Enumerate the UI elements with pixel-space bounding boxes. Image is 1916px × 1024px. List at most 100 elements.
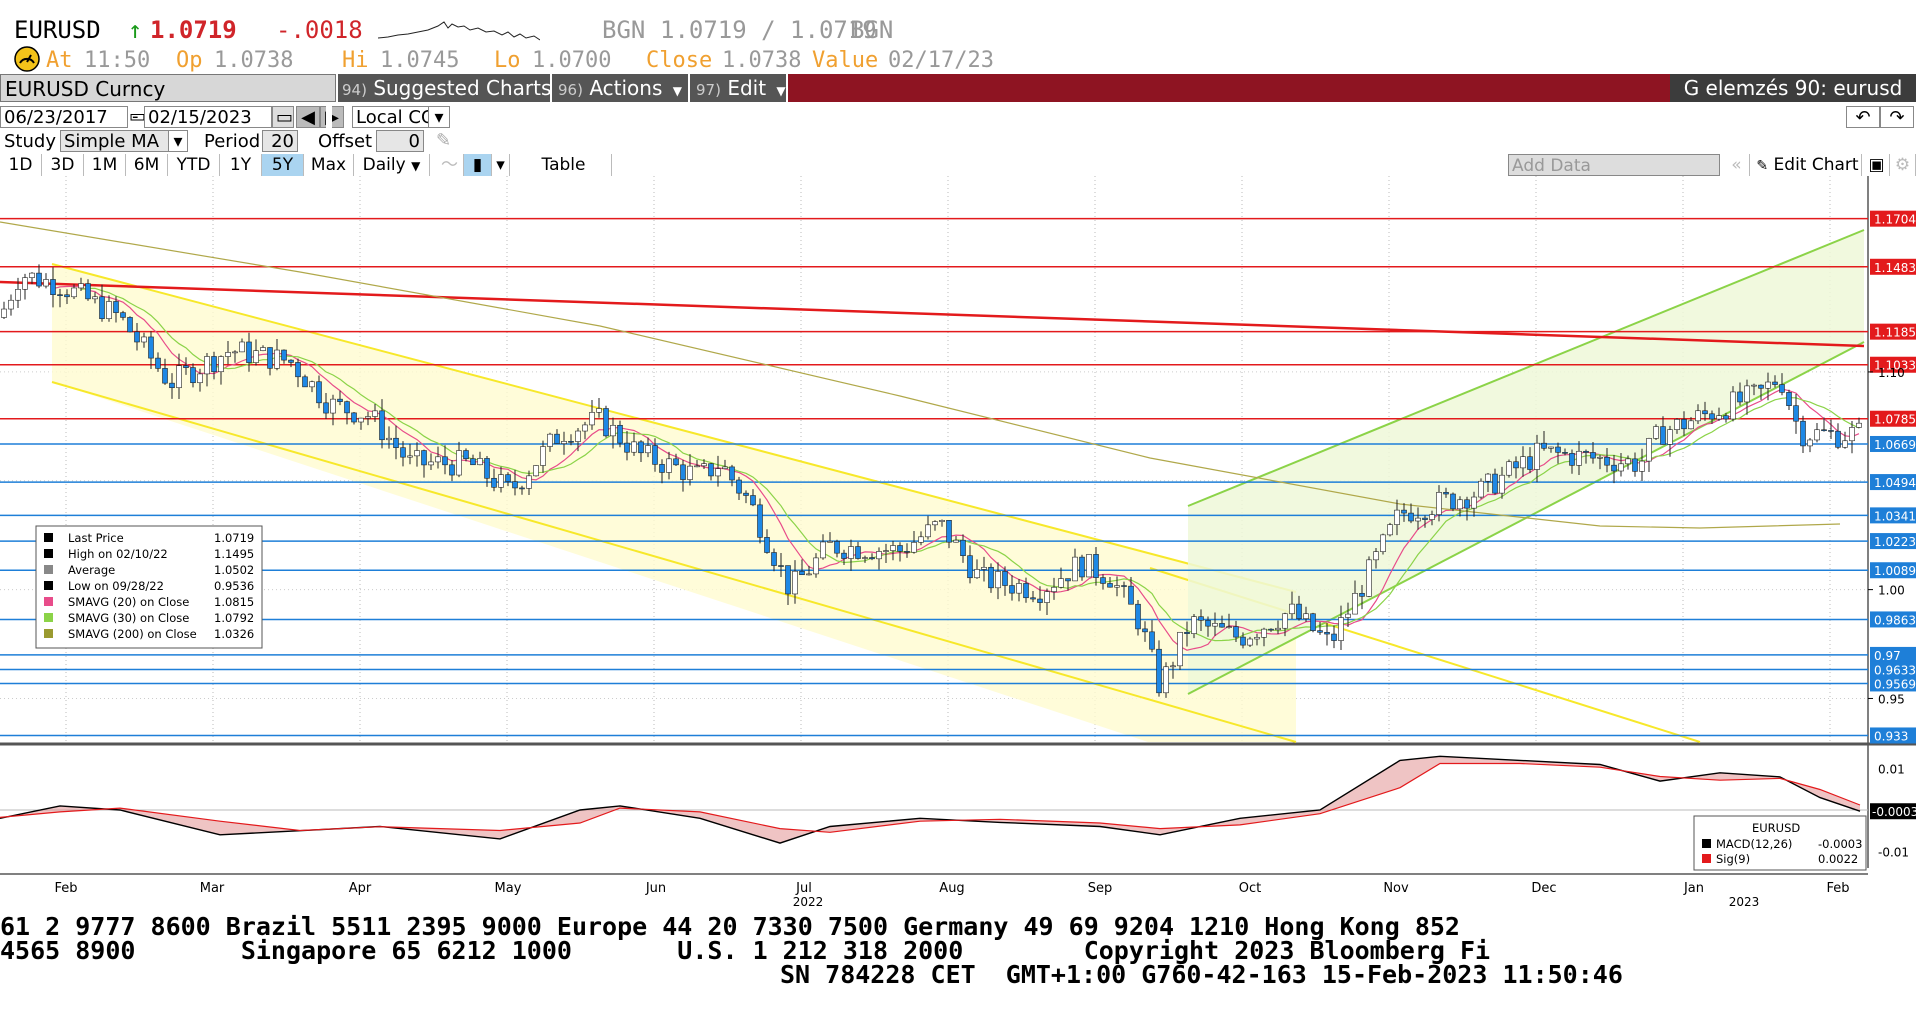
candle-body xyxy=(848,546,854,559)
level-label-box xyxy=(1870,727,1916,744)
prev-arrow-icon[interactable]: ◀ xyxy=(296,106,320,128)
level-label: 1.0089 xyxy=(1874,564,1916,578)
candle-body xyxy=(491,477,497,488)
actions-menu[interactable]: 96) Actions ▼ xyxy=(552,74,688,102)
level-label: 1.0341 xyxy=(1874,509,1916,523)
legend-value: 1.0792 xyxy=(214,611,254,625)
chevron-down-icon[interactable]: ▾ xyxy=(168,130,188,152)
table-button[interactable]: Table xyxy=(516,154,612,176)
candle-body xyxy=(1128,585,1134,605)
spacer xyxy=(326,106,332,128)
candle-body xyxy=(1114,585,1120,588)
candle-body xyxy=(1163,666,1169,694)
chart-settings-icon[interactable]: ▣ xyxy=(1864,154,1890,176)
redo-icon[interactable]: ↷ xyxy=(1880,106,1914,128)
candle-body xyxy=(1387,524,1393,536)
candle-body xyxy=(1464,499,1470,509)
candle-body xyxy=(1086,554,1092,578)
add-data-input[interactable]: Add Data xyxy=(1508,154,1720,176)
candle-chart-icon[interactable]: ▮ xyxy=(464,154,492,176)
up-channel-upper xyxy=(1187,229,1865,507)
currency-select[interactable]: Local CCY xyxy=(352,106,450,128)
end-date-input[interactable]: 02/15/2023 xyxy=(144,106,272,128)
gauge-icon[interactable] xyxy=(14,46,40,78)
candle-body xyxy=(1079,556,1085,578)
period-max[interactable]: Max xyxy=(304,154,354,176)
candle-body xyxy=(610,424,616,437)
suggested-charts-button[interactable]: 94) Suggested Charts xyxy=(338,74,551,102)
candle-body xyxy=(1373,551,1379,561)
candle-body xyxy=(1156,648,1162,694)
macd-legend-name: MACD(12,26) xyxy=(1716,837,1792,851)
line-chart-icon[interactable]: 〜 xyxy=(436,154,464,176)
candle-body xyxy=(1688,420,1694,430)
period-ytd[interactable]: YTD xyxy=(168,154,220,176)
candle-body xyxy=(561,441,567,444)
candle-body xyxy=(806,573,812,576)
candle-body xyxy=(218,356,224,373)
candle-body xyxy=(1555,446,1561,453)
value-date: 02/17/23 xyxy=(888,48,994,73)
candle-body xyxy=(1478,480,1484,498)
pencil-icon[interactable]: ✎ xyxy=(436,130,452,151)
open-value: 1.0738 xyxy=(214,48,294,73)
candle-body xyxy=(71,287,77,298)
candle-body xyxy=(673,458,679,466)
period-input[interactable]: 20 xyxy=(262,130,298,152)
candle-body xyxy=(1611,464,1617,472)
legend-name: Last Price xyxy=(68,531,124,545)
next-arrow-icon[interactable]: ▶ xyxy=(320,106,344,128)
legend-swatch xyxy=(44,581,53,590)
candle-body xyxy=(1226,626,1232,628)
chart-type-dropdown-icon[interactable]: ▾ xyxy=(492,154,510,176)
edit-chart-button[interactable]: ✎ Edit Chart xyxy=(1754,154,1862,176)
candle-body xyxy=(1562,452,1568,454)
candle-body xyxy=(659,464,665,473)
period-5y[interactable]: 5Y xyxy=(262,154,304,176)
candle-body xyxy=(1380,534,1386,552)
study-select[interactable]: Simple MA xyxy=(60,130,188,152)
candle-body xyxy=(729,466,735,481)
calendar-icon[interactable]: ▭ xyxy=(272,106,294,128)
macd-legend-value: -0.0003 xyxy=(1818,837,1862,851)
security-input[interactable]: EURUSD Curncy xyxy=(0,74,336,102)
candle-body xyxy=(820,541,826,559)
undo-icon[interactable]: ↶ xyxy=(1846,106,1880,128)
candle-body xyxy=(1023,583,1029,599)
candle-body xyxy=(1443,492,1449,495)
at-label: At xyxy=(46,48,73,73)
candle-body xyxy=(743,492,749,496)
close-value: 1.0738 xyxy=(722,48,802,73)
calendar-icon[interactable]: ▭ xyxy=(129,106,147,127)
candle-body xyxy=(456,450,462,476)
candle-body xyxy=(1821,429,1827,432)
gear-icon[interactable]: ⚙ xyxy=(1890,154,1916,176)
period-1m[interactable]: 1M xyxy=(84,154,126,176)
candle-body xyxy=(365,416,371,419)
period-1d[interactable]: 1D xyxy=(0,154,42,176)
candle-body xyxy=(414,450,420,457)
time-axis: Feb Mar Apr May Jun Jul Aug Sep Oct Nov Dec Jan Feb 2… xyxy=(0,873,1868,908)
period-3d[interactable]: 3D xyxy=(42,154,84,176)
candle-body xyxy=(78,283,84,289)
edit-menu[interactable]: 97) Edit ▼ xyxy=(690,74,786,102)
candle-body xyxy=(379,410,385,441)
period-1y[interactable]: 1Y xyxy=(220,154,262,176)
collapse-icon[interactable]: « xyxy=(1724,154,1750,176)
frequency-select[interactable]: Daily ▼ xyxy=(354,154,430,176)
candle-body xyxy=(1737,391,1743,403)
level-label-box xyxy=(1870,410,1916,427)
year-label: 2023 xyxy=(1729,895,1760,908)
period-6m[interactable]: 6M xyxy=(126,154,168,176)
price-chart[interactable]: 1.1704 1.1483 1.1185 1.1033 1.0785 1.0669 1.04… xyxy=(0,176,1916,908)
candle-body xyxy=(1345,613,1351,618)
date-range-bar: 06/23/2017 ▭ - 02/15/2023 ▭ ◀ ▶ Local CC… xyxy=(0,106,1916,130)
candle-body xyxy=(1639,460,1645,472)
legend-value: 1.1495 xyxy=(214,547,254,561)
candle-body xyxy=(519,487,525,490)
offset-input[interactable]: 0 xyxy=(376,130,424,152)
candle-body xyxy=(1541,442,1547,449)
start-date-input[interactable]: 06/23/2017 xyxy=(0,106,128,128)
chevron-down-icon[interactable]: ▾ xyxy=(428,106,450,128)
up-arrow-icon: ↑ xyxy=(128,16,143,44)
